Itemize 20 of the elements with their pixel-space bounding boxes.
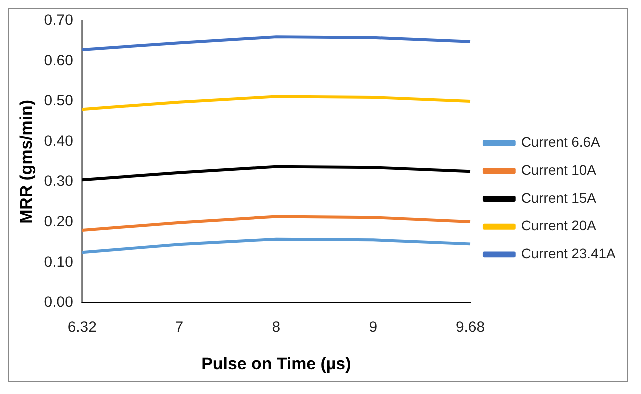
legend-label: Current 6.6A <box>521 134 602 150</box>
x-tick-label: 9 <box>369 319 378 336</box>
legend-label: Current 15A <box>521 190 598 206</box>
y-axis-title: MRR (gms/min) <box>16 100 36 224</box>
y-tick-label: 0.00 <box>44 294 74 312</box>
legend-label: Current 10A <box>521 162 598 178</box>
legend-label: Current 23.41A <box>521 246 617 262</box>
y-tick-label: 0.30 <box>44 173 74 190</box>
y-tick-label: 0.50 <box>44 92 74 110</box>
y-tick-label: 0.10 <box>44 254 74 271</box>
legend-label: Current 20A <box>521 218 598 234</box>
y-tick-label: 0.70 <box>44 12 74 30</box>
x-tick-label: 7 <box>175 319 184 336</box>
x-tick-label: 9.68 <box>456 319 486 336</box>
x-tick-label: 8 <box>272 319 281 336</box>
x-axis-title: Pulse on Time (µs) <box>202 354 352 374</box>
y-tick-label: 0.60 <box>44 52 74 70</box>
y-tick-label: 0.20 <box>44 214 74 231</box>
x-tick-label: 6.32 <box>68 319 97 336</box>
y-tick-label: 0.40 <box>44 132 74 150</box>
